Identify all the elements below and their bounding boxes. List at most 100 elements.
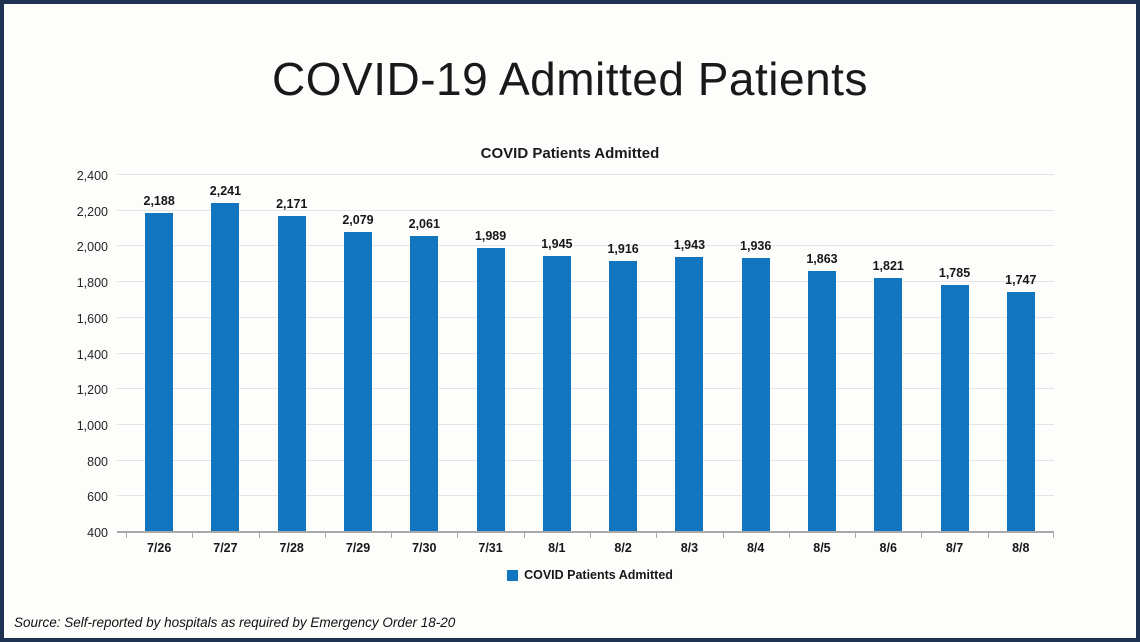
- gridline: [117, 245, 1054, 247]
- bar-series: 2,188 2,241 2,171 2,079 2,061 1,989 1,945 1,916…: [126, 175, 1054, 532]
- bar: [741, 257, 770, 532]
- bar: [476, 248, 505, 532]
- bar-column: 2,171: [259, 175, 325, 532]
- bar: [609, 261, 638, 532]
- bar-value-label: 1,916: [607, 242, 639, 257]
- bar-column: 1,943: [656, 175, 722, 532]
- bar-column: 1,936: [723, 175, 789, 532]
- x-tick-label: 8/4: [746, 541, 765, 555]
- x-tick-label: 8/8: [1012, 541, 1030, 555]
- chart-title: COVID Patients Admitted: [480, 145, 660, 162]
- bar: [1006, 291, 1035, 532]
- x-tick-mark: [788, 533, 790, 538]
- source-note: Source: Self-reported by hospitals as re…: [14, 615, 456, 630]
- bar-column: 1,747: [988, 175, 1054, 532]
- y-tick-label: 1,800: [76, 276, 108, 291]
- bar-column: 1,821: [855, 175, 921, 532]
- bar: [343, 232, 372, 532]
- gridline: [117, 316, 1054, 318]
- bar: [277, 215, 306, 532]
- x-tick-mark: [1053, 533, 1054, 538]
- x-tick-mark: [921, 533, 923, 538]
- gridline: [117, 209, 1054, 211]
- legend-label: COVID Patients Admitted: [524, 568, 673, 582]
- bar: [675, 256, 704, 532]
- legend-swatch-icon: [507, 569, 519, 581]
- x-tick-mark: [391, 533, 393, 538]
- bar-column: 1,989: [457, 175, 523, 532]
- bar: [410, 235, 439, 532]
- x-tick-mark: [987, 533, 989, 538]
- bar-value-label: 1,821: [872, 259, 904, 274]
- x-tick-label: 8/5: [813, 541, 831, 555]
- x-tick-mark: [523, 533, 525, 538]
- bar: [211, 203, 240, 532]
- y-tick-label: 2,200: [76, 204, 108, 219]
- bar: [542, 256, 571, 532]
- bar-column: 2,241: [192, 175, 258, 532]
- gridline: [117, 459, 1054, 461]
- x-tick-mark: [722, 533, 724, 538]
- bar: [874, 278, 903, 532]
- bar-value-label: 2,241: [209, 184, 242, 199]
- bar-column: 2,188: [126, 175, 192, 532]
- legend: COVID Patients Admitted: [126, 568, 1054, 582]
- bar-value-label: 1,945: [541, 237, 573, 252]
- plot-area: 2,188 2,241 2,171 2,079 2,061 1,989 1,945 1,916…: [117, 174, 1054, 538]
- x-tick-label: 7/26: [146, 541, 172, 555]
- x-tick-mark: [258, 533, 260, 538]
- bar-value-label: 2,061: [408, 216, 440, 231]
- x-axis-labels: 7/26 7/27 7/28 7/29 7/30 7/31 8/1 8/2 8/3 8/4 8/5 8…: [126, 541, 1054, 555]
- x-axis-line: [117, 531, 1054, 533]
- bar-value-label: 1,863: [806, 251, 838, 266]
- bar: [145, 212, 174, 532]
- bar-value-label: 1,747: [1005, 272, 1037, 287]
- bar-value-label: 1,785: [938, 265, 971, 280]
- bar-column: 2,079: [325, 175, 391, 532]
- gridline: [117, 281, 1054, 283]
- x-tick-label: 7/29: [345, 541, 371, 555]
- x-tick-label: 7/31: [478, 541, 503, 555]
- bar-value-label: 2,079: [342, 213, 374, 228]
- bar-value-label: 2,188: [143, 193, 175, 208]
- y-tick-label: 2,400: [76, 169, 108, 183]
- x-tick-mark: [855, 533, 857, 538]
- x-tick-label: 8/7: [945, 541, 964, 555]
- bar-value-label: 2,171: [276, 196, 308, 211]
- bar-column: 1,863: [789, 175, 855, 532]
- x-tick-mark: [457, 533, 459, 538]
- x-tick-label: 8/3: [680, 541, 699, 555]
- x-tick-mark: [656, 533, 658, 538]
- y-tick-label: 1,200: [76, 383, 108, 398]
- bar-column: 2,061: [391, 175, 457, 532]
- x-tick-label: 8/6: [879, 541, 897, 555]
- page-title: COVID-19 Admitted Patients: [272, 53, 868, 105]
- x-tick-label: 8/1: [548, 541, 566, 555]
- gridline: [117, 423, 1054, 425]
- x-tick-label: 7/27: [213, 541, 238, 555]
- gridline: [117, 352, 1054, 354]
- y-tick-label: 1,400: [76, 347, 108, 362]
- y-tick-label: 600: [87, 490, 108, 505]
- bar: [940, 284, 969, 532]
- y-axis: 400 600 800 1,000 1,200 1,400 1,600 1,800 2,000 2…: [4, 169, 108, 540]
- gridline: [117, 388, 1054, 390]
- bar-value-label: 1,936: [740, 238, 772, 253]
- bar: [807, 270, 836, 532]
- gridline: [117, 174, 1054, 175]
- x-tick-mark: [590, 533, 591, 538]
- bar-column: 1,785: [921, 175, 987, 532]
- y-tick-label: 1,000: [76, 418, 108, 433]
- y-tick-label: 800: [87, 454, 108, 469]
- x-tick-mark: [192, 533, 194, 538]
- x-tick-mark: [126, 533, 127, 538]
- bar-column: 1,945: [524, 175, 590, 532]
- x-tick-label: 7/30: [412, 541, 437, 555]
- y-tick-label: 2,000: [76, 240, 108, 255]
- gridline: [117, 495, 1054, 497]
- bar-column: 1,916: [590, 175, 656, 532]
- x-tick-label: 7/28: [279, 541, 304, 555]
- bar-value-label: 1,989: [474, 229, 507, 244]
- x-tick-label: 8/2: [614, 541, 632, 555]
